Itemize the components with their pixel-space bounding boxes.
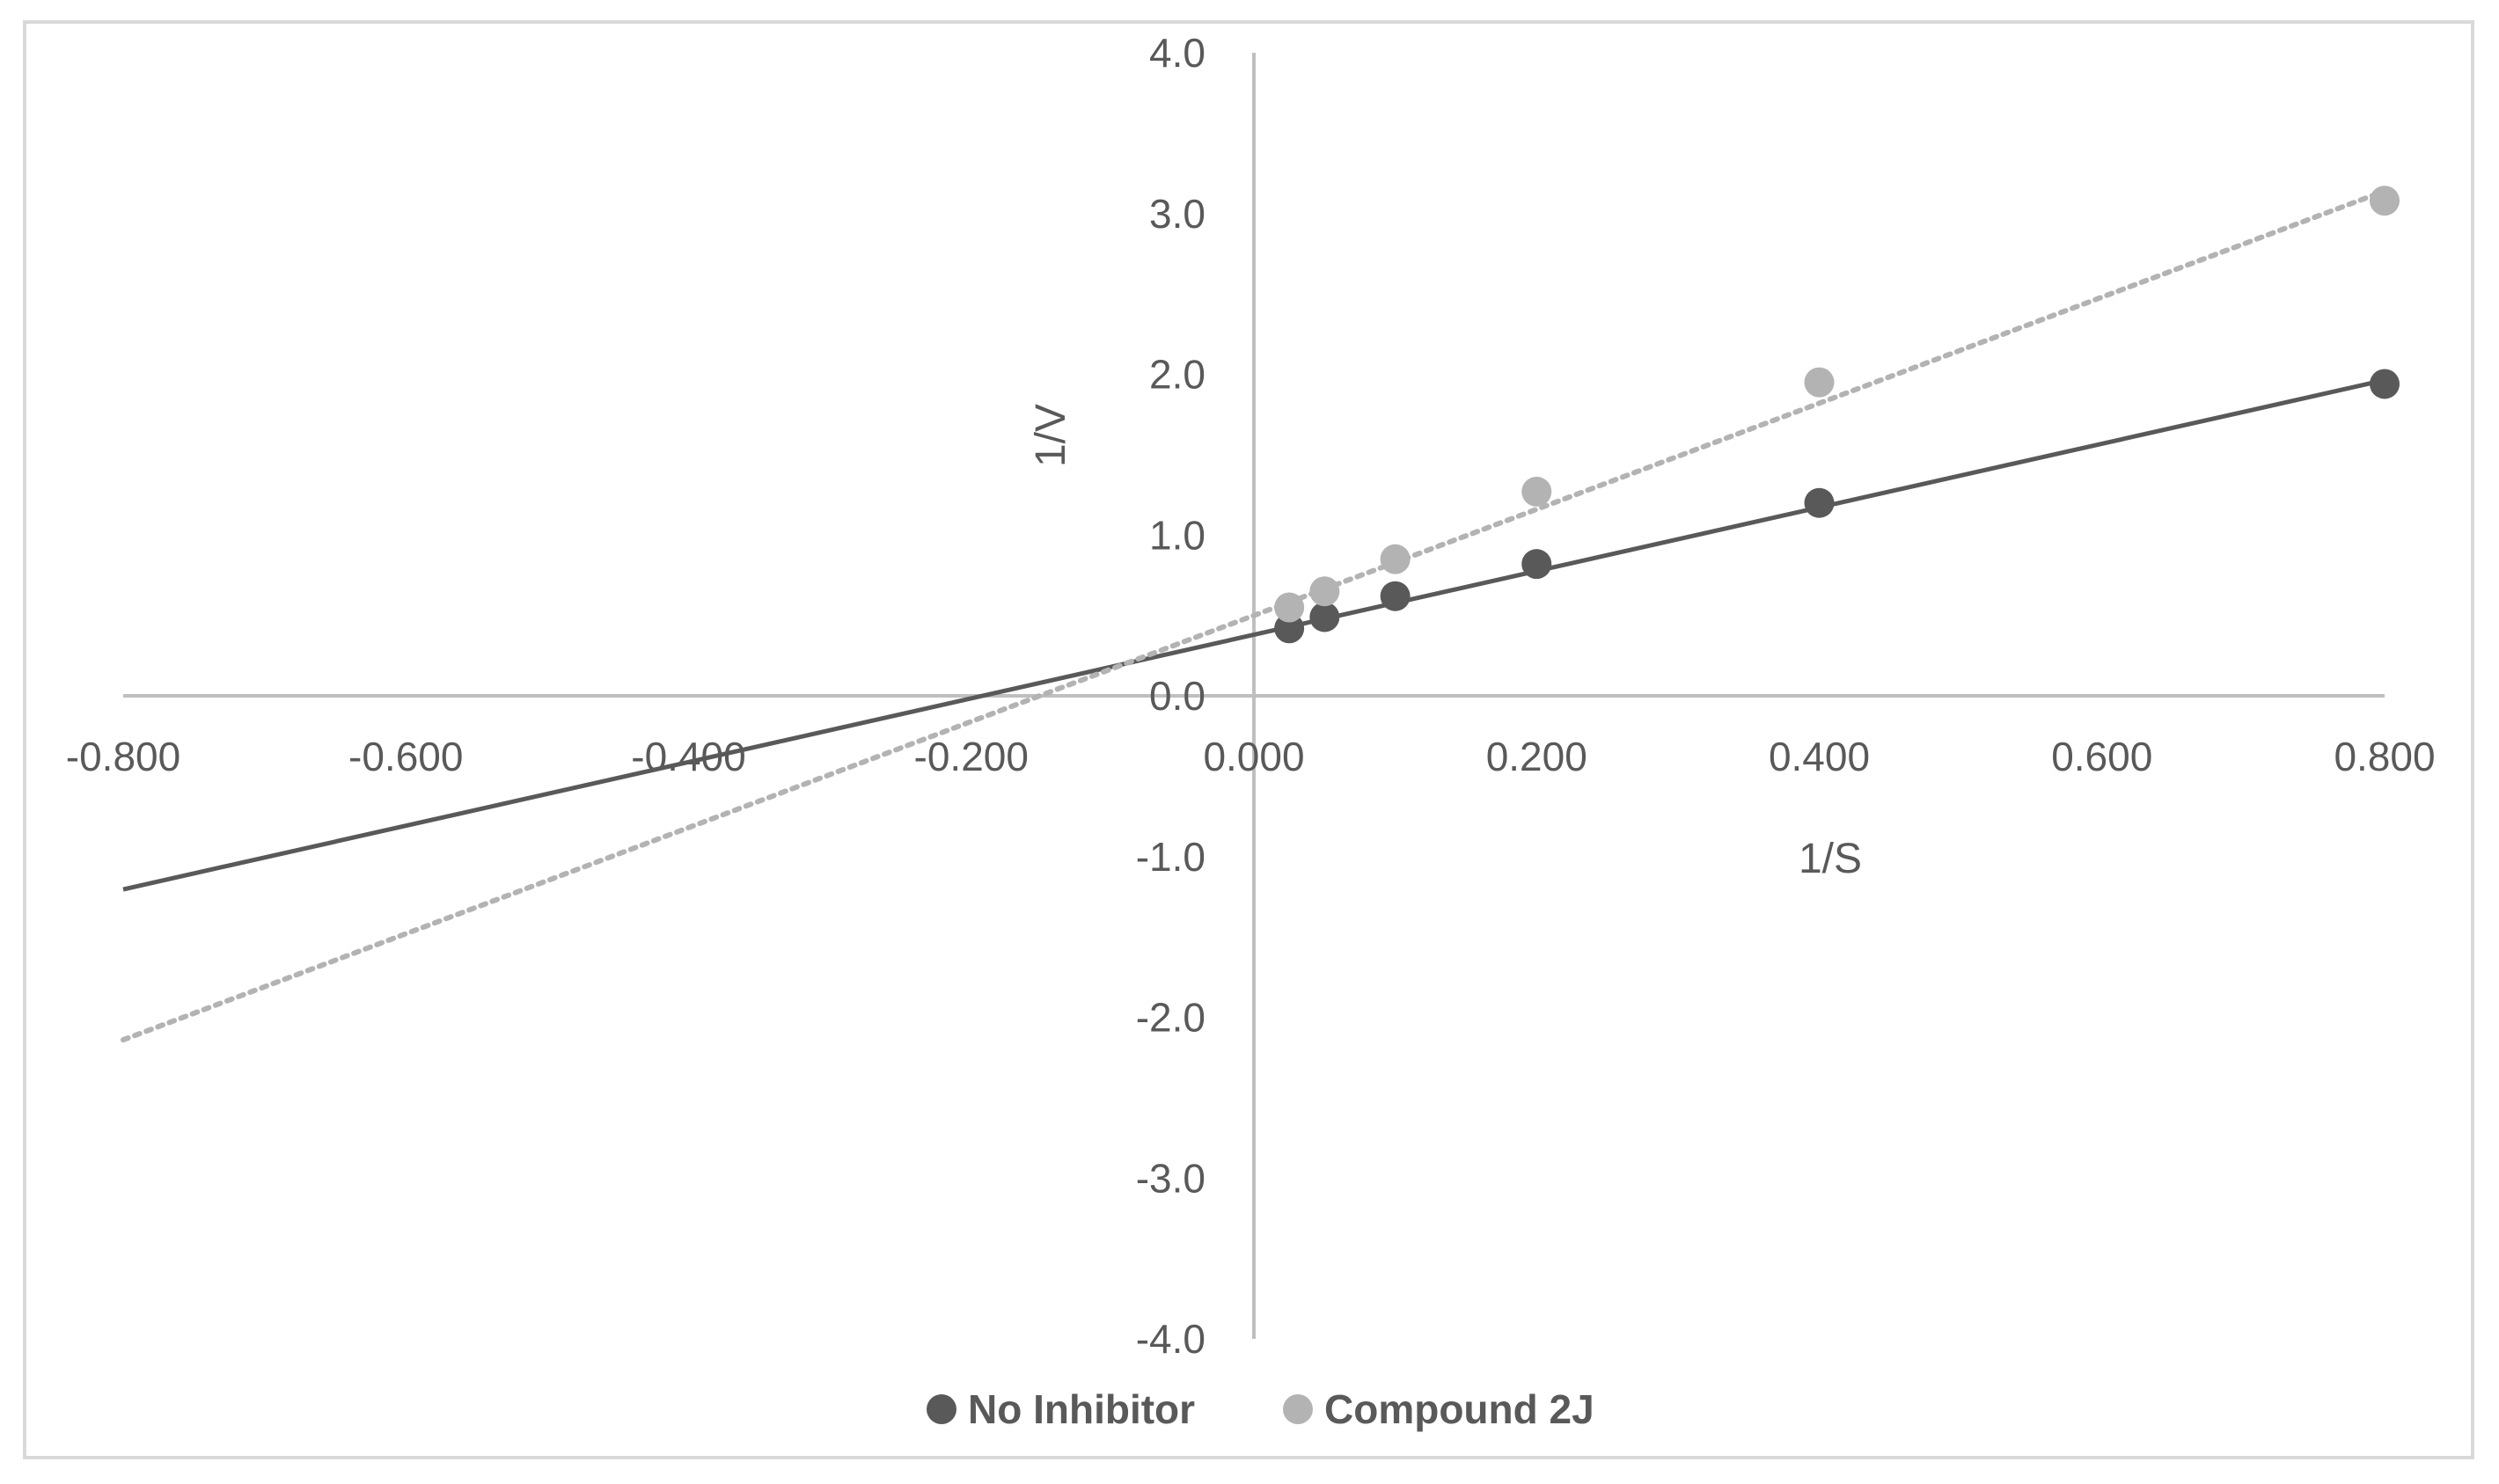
data-point-series-1 <box>1521 549 1552 580</box>
chart-border <box>23 20 2474 1459</box>
data-points <box>1274 186 2400 644</box>
x-tick-label: 0.000 <box>1203 734 1304 779</box>
data-point-series-2 <box>2370 186 2400 216</box>
y-tick-label: 3.0 <box>1149 191 1206 237</box>
y-tick-label: -1.0 <box>1136 834 1206 880</box>
data-point-series-1 <box>2370 369 2400 399</box>
x-tick-label: -0.400 <box>631 734 745 779</box>
legend-marker-series-2 <box>1283 1394 1313 1424</box>
legend-label-series-2: Compound 2J <box>1324 1386 1594 1432</box>
tick-labels: -0.800 -0.600 -0.400 -0.200 0.000 0.200 0.400 0… <box>66 30 2436 1362</box>
data-point-series-2 <box>1521 476 1552 507</box>
legend-label-series-1: No Inhibitor <box>968 1386 1195 1432</box>
data-point-series-1 <box>1274 613 1305 644</box>
y-axis-title: 1/V <box>1028 404 1074 467</box>
data-point-series-2 <box>1804 367 1835 398</box>
x-tick-label: 0.400 <box>1769 734 1870 779</box>
legend-marker-series-1 <box>927 1394 956 1424</box>
y-tick-label: -2.0 <box>1136 995 1206 1041</box>
axes <box>123 53 2385 1339</box>
y-tick-label: -4.0 <box>1136 1316 1206 1362</box>
data-point-series-1 <box>1380 581 1411 611</box>
trendline-series-2 <box>121 188 2387 1043</box>
data-point-series-2 <box>1309 576 1340 607</box>
x-tick-label: -0.200 <box>914 734 1029 779</box>
y-tick-label: 0.0 <box>1149 673 1206 719</box>
y-tick-label: 2.0 <box>1149 352 1206 398</box>
x-tick-label: -0.800 <box>66 734 180 779</box>
x-tick-label: 0.800 <box>2334 734 2435 779</box>
x-tick-label: 0.200 <box>1486 734 1587 779</box>
x-axis-title: 1/S <box>1799 836 1862 882</box>
y-tick-label: 1.0 <box>1149 512 1206 558</box>
data-point-series-2 <box>1380 544 1411 574</box>
data-point-series-1 <box>1309 602 1340 632</box>
y-tick-label: 4.0 <box>1149 30 1206 76</box>
trendlines <box>121 188 2387 1043</box>
data-point-series-2 <box>1274 592 1305 623</box>
y-tick-label: -3.0 <box>1136 1155 1206 1201</box>
trendline-series-1 <box>122 377 2385 892</box>
x-tick-label: -0.600 <box>348 734 463 779</box>
legend: No Inhibitor Compound 2J <box>927 1386 1594 1432</box>
x-tick-label: 0.600 <box>2051 734 2152 779</box>
data-point-series-1 <box>1804 487 1835 518</box>
